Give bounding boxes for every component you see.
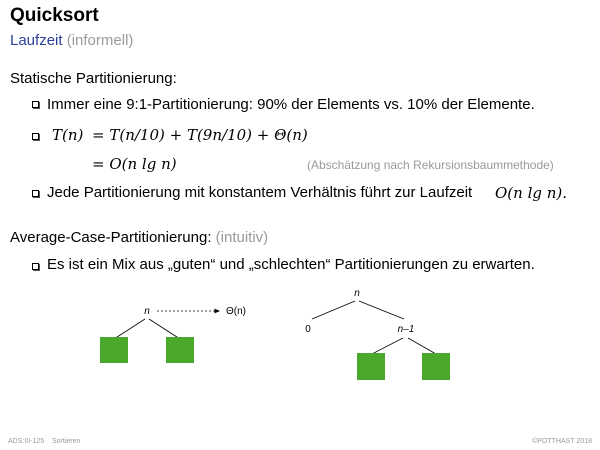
footer-chapter: Sortieren: [51, 438, 81, 445]
right-tree-edge-rr: [407, 337, 437, 355]
bullet-marker: [32, 101, 39, 108]
section-heading-average: Average-Case-Partitionierung: (intuitiv): [10, 229, 268, 246]
subtitle-main: Laufzeit: [10, 32, 63, 49]
footer-left: ADS:III-125 Sortieren: [8, 438, 80, 445]
bullet-marker: [32, 190, 39, 197]
right-tree-leaf-left: [357, 353, 385, 380]
right-tree: n 0 n–1: [305, 288, 450, 380]
equation-note: (Abschätzung nach Rekursionsbaummethode): [307, 158, 554, 172]
bullet-text-static-1: Immer eine 9:1-Partitionierung: 90% der …: [47, 96, 535, 113]
left-tree-leaf-left: [100, 337, 128, 363]
right-tree-left-child-label: 0: [305, 324, 311, 335]
bullet-text-average-1: Es ist ein Mix aus „guten“ und „schlecht…: [47, 256, 535, 273]
right-tree-edge-rl: [371, 337, 404, 355]
right-tree-right-child-label: n–1: [398, 324, 415, 335]
left-tree: n Θ(n): [100, 306, 246, 363]
section-heading-average-text: Average-Case-Partitionierung:: [10, 229, 212, 246]
bullet-text-static-3: Jede Partitionierung mit konstantem Verh…: [47, 184, 473, 201]
slide-title: Quicksort: [10, 5, 99, 26]
section-heading-static: Statische Partitionierung:: [10, 70, 177, 87]
footer-page-id: ADS:III-125: [8, 438, 45, 445]
right-tree-root-label: n: [354, 288, 360, 299]
equation-lhs: T(n): [52, 126, 84, 144]
right-tree-leaf-right: [422, 353, 450, 380]
bullet-marker: [32, 133, 39, 140]
section-heading-average-note: (intuitiv): [215, 229, 269, 246]
bullet-math-static-3: O(n lg n).: [495, 184, 568, 202]
equation-line2-rhs: = O(n lg n): [92, 155, 177, 173]
left-tree-root-label: n: [144, 306, 150, 317]
left-tree-edge-left: [113, 318, 146, 340]
right-tree-edge-left: [311, 300, 356, 320]
left-tree-cost-label: Θ(n): [226, 306, 246, 317]
left-tree-edge-right: [148, 318, 181, 340]
bullet-marker: [32, 263, 39, 270]
left-tree-leaf-right: [166, 337, 194, 363]
subtitle-note: (informell): [66, 32, 134, 49]
right-tree-edge-right: [358, 300, 405, 320]
slide-subtitle: Laufzeit (informell): [10, 32, 133, 49]
footer-copyright: ©POTTHAST 2018: [532, 438, 592, 445]
equation-line1-rhs: = T(n/10) + T(9n/10) + Θ(n): [92, 126, 308, 144]
